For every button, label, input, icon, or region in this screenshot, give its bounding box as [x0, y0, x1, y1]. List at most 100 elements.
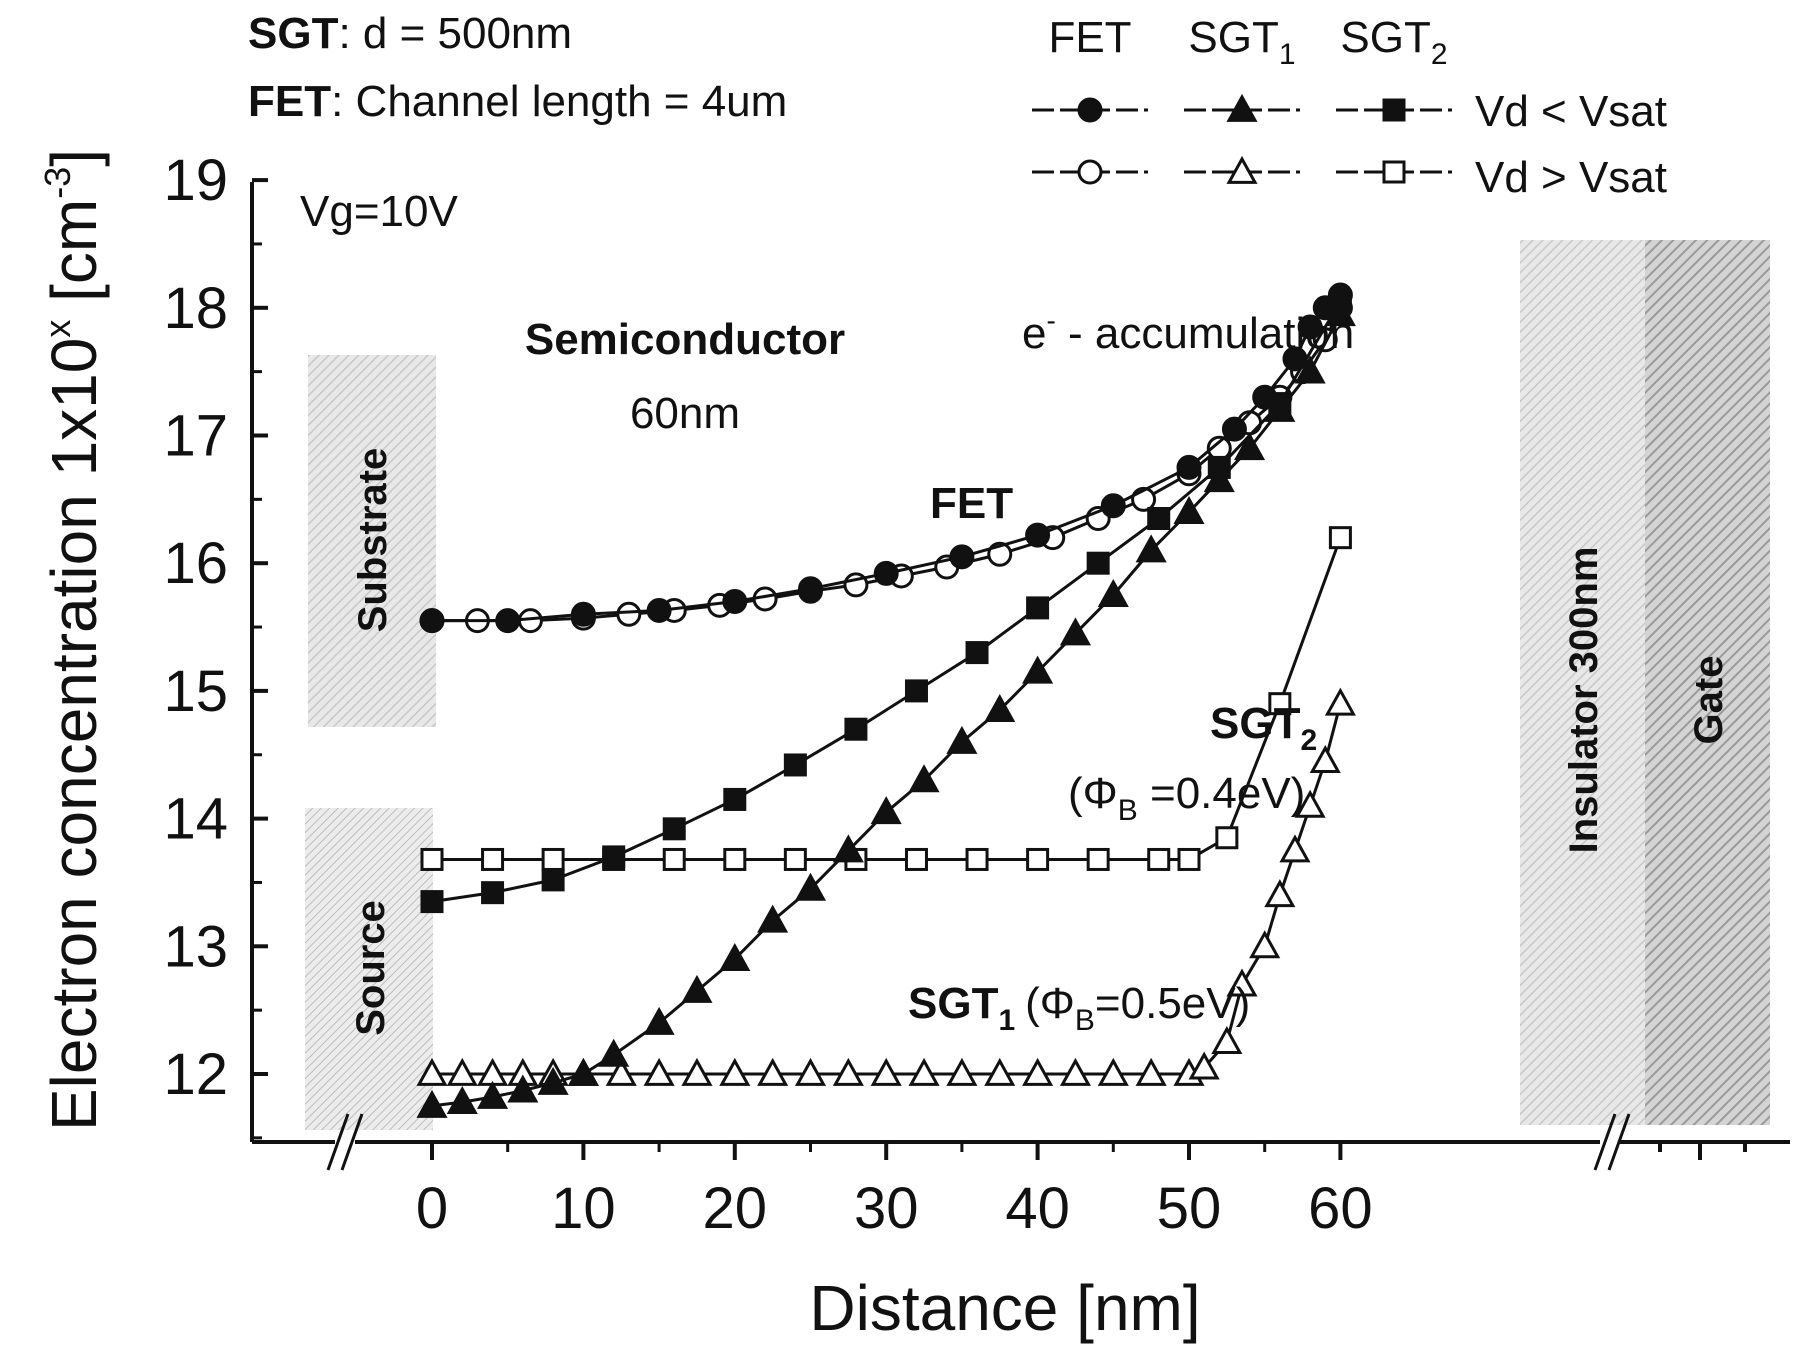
data-point — [643, 1057, 675, 1086]
y-tick-label: 19 — [163, 148, 228, 213]
data-point — [1097, 1057, 1129, 1086]
data-point — [662, 847, 686, 871]
data-point — [507, 1074, 539, 1103]
data-point — [416, 1057, 448, 1086]
data-point — [481, 881, 505, 905]
data-point — [832, 1057, 864, 1086]
data-point — [1097, 579, 1129, 608]
x-tick-label: 10 — [551, 1176, 616, 1241]
data-point — [870, 796, 902, 825]
y-tick-label: 16 — [163, 531, 228, 596]
data-point — [1324, 687, 1356, 716]
data-point — [1176, 454, 1202, 480]
data-point — [1086, 551, 1110, 575]
legend-sample-marker — [1382, 160, 1406, 184]
data-point — [757, 904, 789, 933]
series-line — [431, 300, 1342, 904]
data-point — [1188, 1051, 1220, 1080]
header-fet: FET: Channel length = 4um — [248, 77, 787, 126]
y-tick-label: 12 — [163, 1042, 228, 1107]
data-point — [1173, 496, 1205, 525]
semiconductor-label: Semiconductor — [525, 315, 845, 364]
data-point — [1268, 692, 1292, 716]
data-point — [446, 1086, 478, 1114]
data-point — [1100, 493, 1126, 519]
data-point — [1059, 1057, 1091, 1086]
data-point — [722, 589, 748, 615]
legend-col-fet: FET — [1048, 13, 1131, 62]
data-point — [946, 725, 978, 754]
data-point — [794, 872, 827, 901]
data-point — [832, 834, 864, 863]
axes — [250, 182, 1790, 1171]
data-point — [419, 608, 445, 634]
data-point — [1147, 507, 1171, 531]
legend-sample-marker — [1077, 97, 1103, 123]
data-point — [1294, 789, 1326, 818]
legend-sample-marker — [1226, 155, 1258, 184]
x-ticks: 0 10 20 30 40 50 60 — [416, 1142, 1373, 1241]
regions: Substrate Source Insulator 300nm Gate — [305, 240, 1770, 1130]
data-point — [873, 560, 899, 586]
data-point — [1226, 968, 1258, 997]
data-point — [1215, 826, 1239, 850]
series-layer — [416, 282, 1356, 1118]
legend-samples — [1032, 93, 1452, 185]
accumulation-label: e- - accumulation — [1022, 305, 1354, 358]
substrate-label: Substrate — [351, 448, 395, 633]
legend-col-sgt2: SGT2 — [1340, 13, 1447, 71]
legend-sample-marker — [1226, 93, 1258, 122]
data-point — [1026, 847, 1050, 871]
data-point — [1026, 596, 1050, 620]
data-point — [481, 847, 505, 871]
data-point — [1211, 1025, 1243, 1054]
data-point — [783, 847, 807, 871]
data-point — [908, 1057, 940, 1086]
y-axis-title: Electron concentration 1x10x [cm-3] — [37, 149, 110, 1131]
source-label: Source — [349, 900, 393, 1036]
data-point — [1309, 745, 1341, 774]
gate-label: Gate — [1687, 656, 1731, 745]
data-point — [1135, 1057, 1167, 1086]
data-point — [420, 847, 444, 871]
data-point — [908, 764, 940, 793]
data-point — [719, 1057, 751, 1086]
sgt1-curve-label: SGT1 (ΦB=0.5eV) — [908, 979, 1250, 1037]
gate-region — [1645, 240, 1770, 1125]
data-point — [446, 1057, 478, 1086]
y-ticks: 12 13 14 15 16 17 18 19 — [163, 148, 268, 1140]
x-axis-title: Distance [nm] — [809, 1272, 1200, 1344]
data-point — [567, 1057, 599, 1086]
source-region — [305, 808, 433, 1130]
data-point — [1022, 1057, 1054, 1086]
insulator-label: Insulator 300nm — [1562, 547, 1606, 854]
data-point — [1135, 534, 1167, 563]
y-tick-label: 18 — [163, 276, 228, 341]
legend-sample-marker — [1382, 98, 1406, 122]
data-point — [1221, 416, 1247, 442]
legend-col-sgt1: SGT1 — [1188, 13, 1295, 71]
series-sgt2-vd-vsat — [420, 526, 1352, 871]
data-point — [1147, 847, 1171, 871]
data-point — [537, 1066, 569, 1095]
data-point — [798, 576, 823, 602]
legend-row-below-sat: Vd < Vsat — [1475, 87, 1667, 136]
insulator-region — [1520, 240, 1645, 1125]
x-tick-label: 20 — [703, 1176, 768, 1241]
data-point — [681, 1057, 713, 1086]
data-point — [541, 868, 565, 892]
y-tick-label: 17 — [163, 404, 228, 469]
data-point — [605, 1057, 637, 1086]
data-point — [1249, 930, 1281, 959]
data-point — [946, 1057, 978, 1086]
x-tick-label: 40 — [1005, 1176, 1070, 1241]
data-point — [984, 693, 1016, 722]
data-point — [602, 845, 626, 869]
legend-row-above-sat: Vd > Vsat — [1475, 153, 1667, 202]
data-point — [1294, 355, 1326, 384]
data-point — [870, 1057, 902, 1086]
data-point — [965, 641, 989, 665]
data-point — [1279, 834, 1311, 863]
data-point — [723, 847, 747, 871]
